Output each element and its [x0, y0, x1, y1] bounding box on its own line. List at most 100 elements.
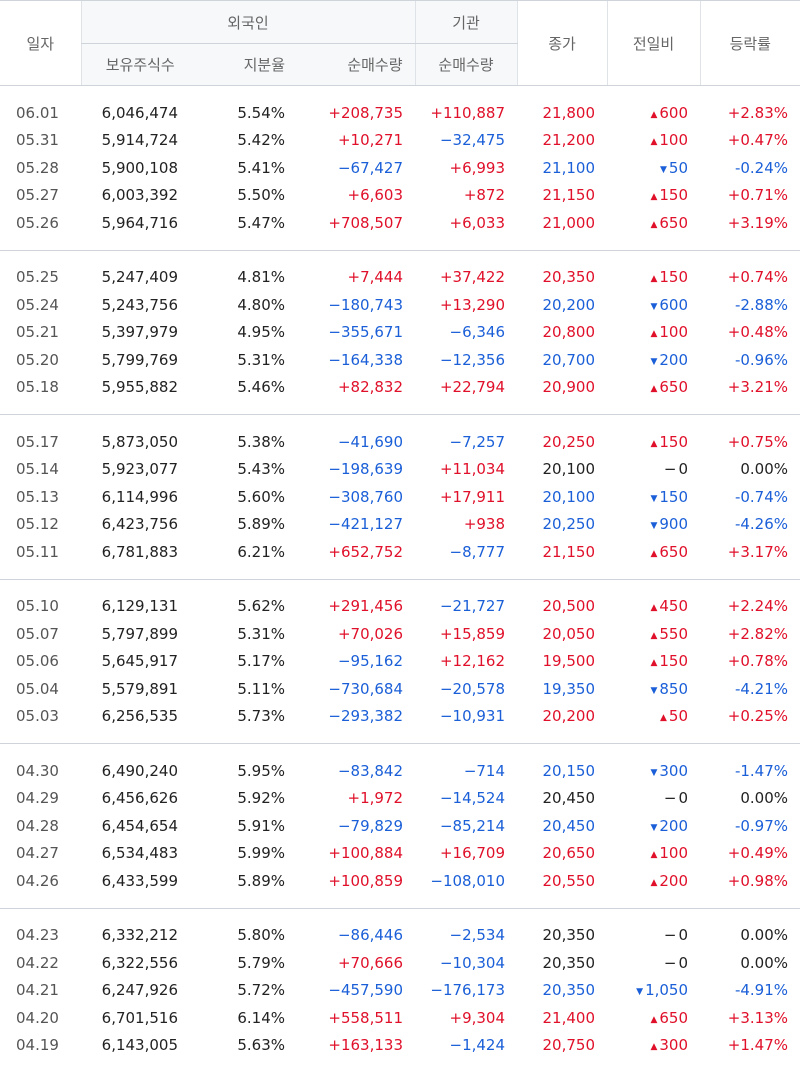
row-foreign-net: +163,133 — [328, 1036, 404, 1055]
row-change: ▲ 650 — [607, 209, 700, 237]
row-foreign-net: −198,639 — [328, 460, 404, 479]
table-row: 05.14 5,923,077 5.43% −198,639 +11,034 20,100… — [0, 456, 800, 484]
table-row: 05.13 6,114,996 5.60% −308,760 +17,911 20,100… — [0, 483, 800, 511]
row-foreign-net: +7,444 — [347, 268, 404, 287]
triangle-up-icon: ▲ — [650, 850, 658, 861]
row-rate: +0.49% — [727, 844, 789, 863]
row-foreign-net: +652,752 — [328, 542, 404, 561]
row-inst-net: +12,162 — [439, 652, 506, 671]
row-rate: +3.21% — [727, 378, 789, 397]
row-close: 20,350 — [542, 268, 596, 287]
row-inst-net: −2,534 — [449, 926, 506, 945]
row-date: 05.10 — [16, 597, 59, 616]
table-row: 05.21 5,397,979 4.95% −355,671 −6,346 20,800 ▲… — [0, 319, 800, 347]
triangle-down-icon: ▼ — [650, 822, 658, 833]
row-foreign-net: −355,671 — [328, 323, 404, 342]
row-inst-net: +37,422 — [439, 268, 506, 287]
table-row: 05.24 5,243,756 4.80% −180,743 +13,290 20,200… — [0, 291, 800, 319]
row-date: 05.03 — [16, 707, 59, 726]
row-rate: +0.25% — [727, 707, 789, 726]
row-holdings: 5,955,882 — [101, 378, 178, 397]
row-inst-net: +9,304 — [449, 1008, 506, 1027]
row-ratio: 5.17% — [237, 652, 285, 671]
row-inst-net: −85,214 — [439, 816, 506, 835]
row-ratio: 6.21% — [237, 542, 285, 561]
row-change-value: 100 — [659, 131, 689, 150]
row-holdings: 6,003,392 — [101, 186, 178, 205]
row-rate: +0.78% — [727, 652, 789, 671]
row-ratio: 5.41% — [237, 158, 285, 177]
row-holdings: 6,332,212 — [101, 926, 178, 945]
row-close: 21,200 — [542, 131, 596, 150]
table-row: 04.26 6,433,599 5.89% +100,859 −108,010 20,55… — [0, 867, 800, 895]
row-holdings: 6,701,516 — [101, 1008, 178, 1027]
triangle-up-icon: ▲ — [650, 192, 658, 203]
table-row: 05.04 5,579,891 5.11% −730,684 −20,578 19,350… — [0, 675, 800, 703]
row-close: 21,800 — [542, 103, 596, 122]
row-inst-net: +872 — [463, 186, 506, 205]
row-change-value: 200 — [659, 816, 689, 835]
row-close: 20,500 — [542, 597, 596, 616]
row-close: 20,100 — [542, 460, 596, 479]
row-date: 05.21 — [16, 323, 59, 342]
row-inst-net: +22,794 — [439, 378, 506, 397]
row-holdings: 5,797,899 — [101, 624, 178, 643]
row-ratio: 5.92% — [237, 789, 285, 808]
table-row: 04.21 6,247,926 5.72% −457,590 −176,173 20,35… — [0, 977, 800, 1005]
row-foreign-net: +82,832 — [337, 378, 404, 397]
row-close: 20,450 — [542, 789, 596, 808]
group-divider — [0, 908, 800, 922]
row-date: 05.28 — [16, 158, 59, 177]
row-rate: -0.96% — [734, 350, 789, 369]
row-change: −0 — [607, 922, 700, 950]
row-ratio: 5.72% — [237, 981, 285, 1000]
row-change-value: 200 — [659, 871, 689, 890]
row-foreign-net: −164,338 — [328, 350, 404, 369]
row-holdings: 6,534,483 — [101, 844, 178, 863]
row-date: 05.11 — [16, 542, 59, 561]
dash-icon: − — [663, 460, 677, 479]
row-close: 20,250 — [542, 515, 596, 534]
header-close: 종가 — [516, 0, 608, 86]
row-holdings: 5,964,716 — [101, 213, 178, 232]
row-foreign-net: +70,026 — [337, 624, 404, 643]
dash-icon: − — [663, 926, 677, 945]
row-change-value: 600 — [659, 103, 689, 122]
table-row: 05.17 5,873,050 5.38% −41,690 −7,257 20,250 ▲ 1… — [0, 428, 800, 456]
row-change: ▲ 100 — [607, 127, 700, 155]
row-ratio: 5.62% — [237, 597, 285, 616]
row-inst-net: +11,034 — [439, 460, 506, 479]
triangle-up-icon: ▲ — [650, 658, 658, 669]
row-inst-net: −12,356 — [439, 350, 506, 369]
row-date: 04.28 — [16, 816, 59, 835]
row-change: ▲ 300 — [607, 1032, 700, 1060]
row-foreign-net: +1,972 — [347, 789, 404, 808]
row-rate: +3.17% — [727, 542, 789, 561]
row-close: 21,400 — [542, 1008, 596, 1027]
row-change-value: 450 — [659, 597, 689, 616]
row-change-value: 150 — [659, 186, 689, 205]
row-date: 04.30 — [16, 761, 59, 780]
row-change-value: 900 — [659, 515, 689, 534]
triangle-up-icon: ▲ — [650, 1042, 658, 1053]
row-change: ▲ 650 — [607, 538, 700, 566]
row-ratio: 5.73% — [237, 707, 285, 726]
row-ratio: 4.81% — [237, 268, 285, 287]
row-ratio: 5.54% — [237, 103, 285, 122]
group-divider — [0, 250, 800, 264]
row-rate: -2.88% — [734, 295, 789, 314]
row-change: ▲ 150 — [607, 648, 700, 676]
table-body: 06.01 6,046,474 5.54% +208,735 +110,887 21,80… — [0, 86, 800, 1060]
row-inst-net: −32,475 — [439, 131, 506, 150]
row-foreign-net: −95,162 — [337, 652, 404, 671]
row-ratio: 5.43% — [237, 460, 285, 479]
row-holdings: 5,645,917 — [101, 652, 178, 671]
header-holdings: 보유주식수 — [80, 43, 199, 86]
triangle-down-icon: ▼ — [650, 521, 658, 532]
row-close: 20,450 — [542, 816, 596, 835]
row-rate: -1.47% — [734, 761, 789, 780]
table-row: 04.23 6,332,212 5.80% −86,446 −2,534 20,350−0… — [0, 922, 800, 950]
row-change-value: 150 — [659, 487, 689, 506]
row-foreign-net: −83,842 — [337, 761, 404, 780]
row-date: 04.23 — [16, 926, 59, 945]
